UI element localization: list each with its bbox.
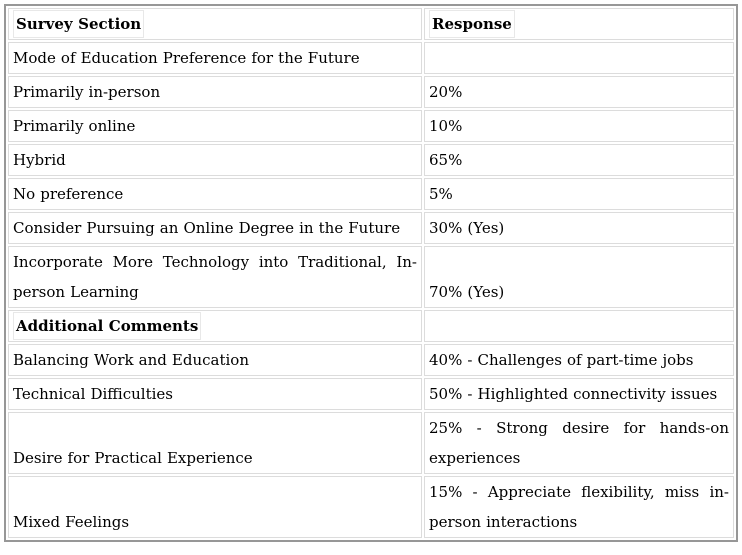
response-cell: 40% - Challenges of part-time jobs [424, 344, 734, 376]
survey-section-cell: Primarily online [8, 110, 422, 142]
table-row: Mode of Education Preference for the Fut… [8, 42, 734, 74]
survey-section-cell: Hybrid [8, 144, 422, 176]
table-row: Consider Pursuing an Online Degree in th… [8, 212, 734, 244]
header-survey-section: Survey Section [8, 8, 422, 40]
survey-section-cell: Mode of Education Preference for the Fut… [8, 42, 422, 74]
survey-section-cell: Technical Difficulties [8, 378, 422, 410]
table-row: Technical Difficulties 50% - Highlighted… [8, 378, 734, 410]
table-row: No preference 5% [8, 178, 734, 210]
response-cell: 10% [424, 110, 734, 142]
survey-section-cell: Incorporate More Technology into Traditi… [8, 246, 422, 308]
response-cell: 25% - Strong desire for hands-on experie… [424, 412, 734, 474]
response-cell: 30% (Yes) [424, 212, 734, 244]
table-row: Primarily in-person 20% [8, 76, 734, 108]
response-cell: 70% (Yes) [424, 246, 734, 308]
response-cell: 15% - Appreciate flexibility, miss in-pe… [424, 476, 734, 538]
response-cell: 65% [424, 144, 734, 176]
table-row: Balancing Work and Education 40% - Chall… [8, 344, 734, 376]
table-row: Desire for Practical Experience 25% - St… [8, 412, 734, 474]
response-cell [424, 42, 734, 74]
header-response: Response [424, 8, 734, 40]
survey-section-cell: Mixed Feelings [8, 476, 422, 538]
survey-section-cell: Balancing Work and Education [8, 344, 422, 376]
table-header-row: Survey Section Response [8, 8, 734, 40]
response-cell: 20% [424, 76, 734, 108]
survey-section-cell: Consider Pursuing an Online Degree in th… [8, 212, 422, 244]
survey-section-cell: No preference [8, 178, 422, 210]
table-row: Additional Comments [8, 310, 734, 342]
survey-section-cell: Primarily in-person [8, 76, 422, 108]
table-row: Primarily online 10% [8, 110, 734, 142]
response-cell: 50% - Highlighted connectivity issues [424, 378, 734, 410]
table-row: Incorporate More Technology into Traditi… [8, 246, 734, 308]
table-row: Hybrid 65% [8, 144, 734, 176]
response-cell: 5% [424, 178, 734, 210]
response-cell [424, 310, 734, 342]
header-survey-section-label: Survey Section [13, 10, 145, 38]
header-response-label: Response [429, 10, 515, 38]
additional-comments-label: Additional Comments [13, 312, 202, 340]
survey-section-cell: Additional Comments [8, 310, 422, 342]
survey-results-table: Survey Section Response Mode of Educatio… [4, 4, 738, 542]
survey-section-cell: Desire for Practical Experience [8, 412, 422, 474]
table-row: Mixed Feelings 15% - Appreciate flexibil… [8, 476, 734, 538]
